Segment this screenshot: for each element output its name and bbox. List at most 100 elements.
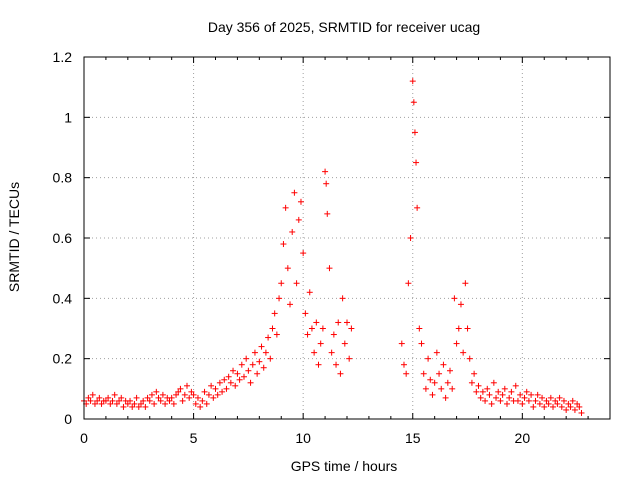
data-point <box>251 349 258 356</box>
data-point <box>155 394 162 401</box>
data-point <box>451 295 458 302</box>
y-tick-label: 0.4 <box>53 290 73 306</box>
y-axis-label: SRMTID / TECUs <box>6 182 22 292</box>
x-tick-label: 0 <box>80 430 88 446</box>
data-point <box>335 319 342 326</box>
data-point <box>232 382 239 389</box>
data-point <box>91 400 98 407</box>
data-point <box>109 397 116 404</box>
data-point <box>151 400 158 407</box>
data-point <box>473 388 480 395</box>
data-point <box>256 358 263 365</box>
data-point <box>506 394 513 401</box>
data-point <box>267 355 274 362</box>
data-point <box>135 403 142 410</box>
data-point <box>552 397 559 404</box>
data-point <box>543 397 550 404</box>
data-point <box>190 391 197 398</box>
data-point <box>547 394 554 401</box>
data-point <box>578 409 585 416</box>
data-point <box>144 394 151 401</box>
data-point <box>563 406 570 413</box>
data-point <box>94 397 101 404</box>
data-point <box>89 391 96 398</box>
data-point <box>210 394 217 401</box>
data-point <box>308 325 315 332</box>
data-point <box>282 204 289 211</box>
data-point <box>287 301 294 308</box>
data-point <box>273 331 280 338</box>
data-point <box>170 400 177 407</box>
data-point <box>214 391 221 398</box>
data-point <box>508 388 515 395</box>
data-point <box>420 370 427 377</box>
data-point <box>205 391 212 398</box>
data-point <box>129 403 136 410</box>
data-point <box>410 99 417 106</box>
data-point <box>464 325 471 332</box>
data-point <box>162 400 169 407</box>
data-point <box>116 397 123 404</box>
data-point <box>175 388 182 395</box>
data-point <box>212 385 219 392</box>
data-point <box>306 289 313 296</box>
data-point <box>558 403 565 410</box>
data-point <box>265 334 272 341</box>
data-point <box>571 406 578 413</box>
data-point <box>317 340 324 347</box>
data-point <box>258 343 265 350</box>
data-point <box>245 367 252 374</box>
data-point <box>339 295 346 302</box>
data-point <box>159 391 166 398</box>
data-point <box>438 385 445 392</box>
data-point <box>460 349 467 356</box>
data-point <box>400 361 407 368</box>
data-point <box>328 349 335 356</box>
data-point <box>442 394 449 401</box>
data-point <box>184 382 191 389</box>
data-point <box>326 265 333 272</box>
data-point <box>560 397 567 404</box>
data-point <box>499 391 506 398</box>
data-point <box>243 355 250 362</box>
x-axis-label: GPS time / hours <box>291 458 398 474</box>
data-point <box>536 400 543 407</box>
data-point <box>168 394 175 401</box>
data-point <box>311 349 318 356</box>
y-tick-label: 0 <box>64 411 72 427</box>
data-point <box>173 391 180 398</box>
data-point <box>234 370 241 377</box>
data-point <box>221 376 228 383</box>
data-point <box>118 394 125 401</box>
data-point <box>201 388 208 395</box>
data-point <box>405 280 412 287</box>
axes: 0 5 10 15 20 0 0.2 0.4 0.6 0.8 1 1.2 <box>53 49 611 446</box>
data-point <box>194 394 201 401</box>
data-point <box>346 355 353 362</box>
data-point <box>348 325 355 332</box>
data-point <box>230 367 237 374</box>
data-point <box>227 379 234 386</box>
data-point <box>565 400 572 407</box>
data-point <box>554 400 561 407</box>
data-point <box>344 319 350 326</box>
y-tick-label: 0.6 <box>53 230 73 246</box>
data-point <box>447 367 454 374</box>
data-point <box>440 361 447 368</box>
data-point <box>120 403 127 410</box>
data-point <box>541 403 548 410</box>
data-point <box>519 400 526 407</box>
data-point <box>457 301 464 308</box>
data-point <box>269 325 276 332</box>
data-point <box>574 400 581 407</box>
data-point <box>427 376 434 383</box>
data-point <box>330 331 337 338</box>
data-point <box>425 355 432 362</box>
data-point <box>414 204 421 211</box>
data-point <box>295 216 302 223</box>
data-point <box>444 379 451 386</box>
data-point <box>208 382 215 389</box>
data-point <box>284 265 291 272</box>
data-point <box>203 400 210 407</box>
data-point <box>127 397 134 404</box>
